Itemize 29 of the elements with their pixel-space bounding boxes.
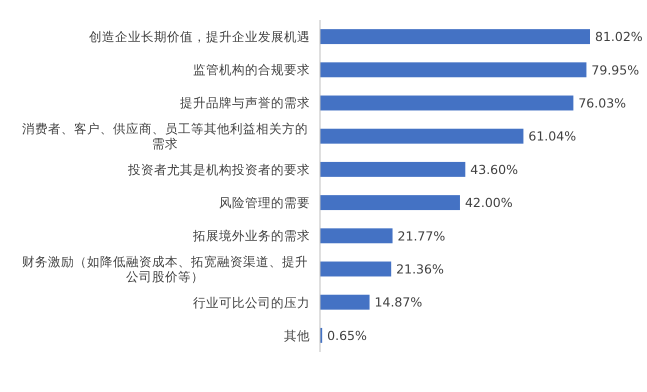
- y-tick-label: 监管机构的合规要求: [193, 62, 310, 78]
- data-label: 0.65%: [327, 328, 367, 343]
- data-label: 81.02%: [595, 29, 643, 44]
- y-tick-label: 投资者尤其是机构投资者的要求: [128, 162, 310, 177]
- bar: [320, 228, 393, 244]
- data-label: 76.03%: [578, 96, 626, 110]
- data-label: 14.87%: [374, 294, 422, 310]
- bar: [320, 195, 460, 210]
- data-label: 61.04%: [528, 128, 576, 144]
- data-label: 21.36%: [396, 262, 444, 276]
- bar: [320, 62, 586, 78]
- y-tick-label: 财务激励（如降低融资成本、拓宽融资渠道、提升公司股价等）: [21, 254, 309, 284]
- y-tick-label: 风险管理的需要: [219, 195, 310, 210]
- data-label: 79.95%: [591, 62, 640, 78]
- data-label: 42.00%: [464, 195, 513, 210]
- bar: [320, 162, 466, 177]
- bar: [320, 262, 392, 276]
- bar: [320, 294, 370, 310]
- y-tick-label: 其他: [284, 328, 310, 343]
- bar: [320, 96, 574, 110]
- bar: [320, 128, 524, 144]
- bar: [320, 29, 590, 44]
- y-tick-label: 消费者、客户、供应商、员工等其他利益相关方的需求: [21, 121, 309, 152]
- data-label: 43.60%: [470, 162, 518, 177]
- y-tick-label: 拓展境外业务的需求: [193, 228, 310, 244]
- data-label: 21.77%: [398, 228, 446, 244]
- y-tick-label: 创造企业长期价值，提升企业发展机遇: [89, 29, 310, 44]
- y-tick-label: 提升品牌与声誉的需求: [180, 95, 310, 110]
- y-tick-label: 行业可比公司的压力: [193, 294, 310, 310]
